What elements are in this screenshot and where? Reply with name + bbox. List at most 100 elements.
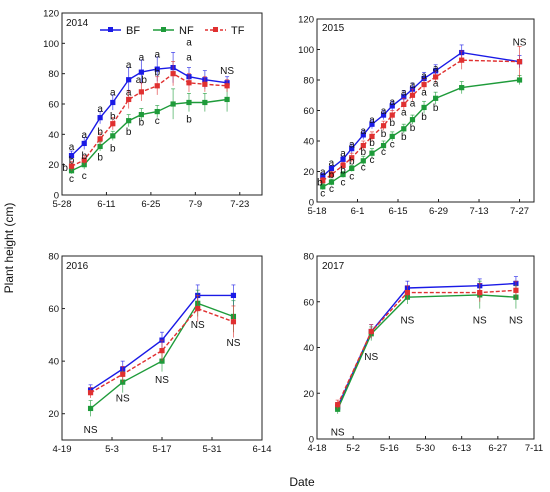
panel-2015-point-tf-10	[421, 81, 427, 88]
panel-2014-ytick-label-6: 120	[43, 9, 59, 20]
panel-2014-annotation-5: b	[81, 151, 87, 162]
panel-2015-annotation-19: b	[381, 129, 387, 140]
panel-2015-point-bf-3	[349, 146, 355, 152]
panel-2015-point-tf-13	[516, 59, 523, 65]
panel-2015-point-tf-4	[360, 142, 366, 149]
panel-2016-annotation-1: NS	[116, 393, 130, 404]
panel-2016-point-tf-3	[195, 305, 201, 312]
panel-2015-ytick-label-2: 40	[303, 137, 314, 148]
panel-2014-annotation-15: b	[126, 127, 132, 138]
panel-2017-point-tf-0	[335, 402, 341, 408]
panel-2017-annotation-2: NS	[400, 316, 414, 327]
panel-2015-annotation-6: a	[340, 149, 346, 160]
panel-2014-point-nf-9	[202, 99, 208, 106]
panel-2014-ytick-label-0: 0	[54, 191, 59, 202]
panel-2017-annotation-1: NS	[364, 352, 378, 363]
panel-2015-point-tf-7	[389, 112, 395, 118]
panel-2014-point-nf-6	[154, 108, 160, 115]
panel-2015-annotation-29: b	[410, 123, 416, 134]
panel-2014-ytick-label-2: 40	[48, 130, 59, 141]
panel-2014-annotation-25: NS	[220, 66, 234, 77]
panel-2017-ytick-label-3: 60	[303, 297, 314, 308]
panel-2016-ytick-label-2: 60	[48, 304, 59, 315]
panel-2014-annotation-6: c	[82, 171, 87, 182]
panel-2014-annotation-0: a	[69, 142, 75, 153]
panel-2017-xtick-label-5: 6-27	[488, 443, 507, 454]
panel-2017-marks: 0 20 40 60 80 4-18 5-2 5-16 5-30 6-13 6-27 7-11 NS NS…	[303, 252, 543, 455]
panel-2016-ytick-label-0: 20	[48, 409, 59, 420]
panel-2015-annotation-7: b	[340, 165, 346, 176]
panel-2016-point-tf-2	[159, 348, 165, 354]
legend-label-bf: BF	[126, 25, 140, 37]
panel-2015-point-bf-8	[401, 94, 407, 100]
panel-2015-ytick-label-0: 0	[309, 198, 314, 209]
panel-2015-annotation-36: NS	[513, 37, 527, 48]
panel-2016: 20 40 60 80 4-19 5-3 5-17 5-31 6-14 NS NS NS NS NS 20…	[48, 252, 271, 456]
panel-2015-point-tf-11	[433, 74, 439, 80]
panel-2015-point-nf-12	[459, 85, 465, 91]
panel-2015-point-nf-4	[360, 158, 366, 164]
panel-2015-annotation-5: c	[329, 184, 334, 195]
panel-2016-ytick-label-1: 40	[48, 357, 59, 368]
panel-2015-annotation-21: a	[389, 97, 395, 108]
legend-label-tf: TF	[231, 25, 245, 37]
panel-2015-point-tf-3	[349, 155, 355, 161]
panel-2015-annotation-17: c	[369, 155, 374, 166]
panel-2014-annotation-14: a	[126, 87, 132, 98]
panel-2015-annotation-13: b	[361, 147, 367, 158]
panel-2015-point-nf-13	[516, 77, 523, 83]
panel-2015-annotation-20: c	[381, 147, 386, 158]
panel-2014-point-nf-7	[170, 101, 176, 107]
panel-2014-point-nf-8	[186, 99, 192, 106]
panel-2015-ytick-label-3: 60	[303, 106, 314, 117]
panel-2015-annotation-0: a	[320, 167, 326, 178]
panel-2015-point-bf-4	[360, 132, 366, 138]
panel-2014-annotation-8: b	[97, 127, 103, 138]
panel-2014-annotation-7: a	[97, 104, 103, 115]
panel-2016-point-tf-0	[87, 390, 94, 396]
panel-2015-annotation-14: c	[361, 162, 366, 173]
panel-2014-point-bf-5	[138, 69, 144, 75]
panel-2017-point-tf-4	[513, 287, 519, 293]
panel-2017-xtick-label-0: 4-18	[307, 443, 326, 454]
panel-2014-point-tf-4	[126, 96, 132, 103]
panel-2017-annotation-4: NS	[509, 316, 523, 327]
panel-2017-title: 2017	[322, 261, 345, 272]
panel-2014-point-bf-1	[81, 140, 87, 147]
panel-2014-xtick-label-0: 5-28	[52, 199, 71, 210]
panel-2015-annotation-18: a	[381, 106, 387, 117]
panel-2014-annotation-4: a	[81, 130, 87, 141]
panel-2017: 0 20 40 60 80 4-18 5-2 5-16 5-30 6-13 6-27 7-11 NS NS…	[303, 252, 543, 455]
panel-2014-point-nf-3	[110, 133, 116, 139]
panel-2015-point-nf-0	[320, 184, 326, 190]
panel-2015-point-nf-11	[433, 95, 439, 101]
figure-y-label: Plant height (cm)	[2, 203, 16, 294]
panel-2016-xtick-label-1: 5-3	[105, 444, 119, 455]
panel-2015-point-bf-6	[380, 112, 387, 118]
panel-2014-annotation-18: b	[139, 118, 145, 129]
panel-2014-point-tf-1	[81, 157, 87, 163]
panel-2015-annotation-27: a	[410, 80, 416, 91]
panel-2015-point-nf-1	[328, 179, 335, 185]
panel-2016-annotation-3: NS	[191, 320, 205, 331]
panel-2015-annotation-33: a	[433, 63, 439, 74]
legend-label-nf: NF	[179, 25, 194, 37]
panel-2014-annotation-16: a	[139, 52, 145, 63]
panel-2016-title: 2016	[66, 261, 89, 272]
panel-2014-annotation-20: b	[154, 68, 160, 79]
panel-2015-point-bf-5	[369, 121, 375, 127]
panel-2015-point-bf-1	[328, 165, 335, 172]
panel-2015-point-nf-5	[369, 150, 375, 156]
panel-2015-xtick-label-5: 7-27	[510, 206, 529, 217]
panel-2015-annotation-12: a	[361, 126, 367, 137]
panel-2015-ytick-label-1: 20	[303, 167, 314, 178]
panel-2015-point-tf-12	[459, 57, 465, 63]
panel-2015-point-tf-6	[380, 123, 387, 129]
panel-2014-point-bf-2	[97, 115, 103, 121]
panel-2015-point-nf-9	[409, 117, 416, 123]
panel-2015-ytick-label-6: 120	[298, 15, 314, 26]
